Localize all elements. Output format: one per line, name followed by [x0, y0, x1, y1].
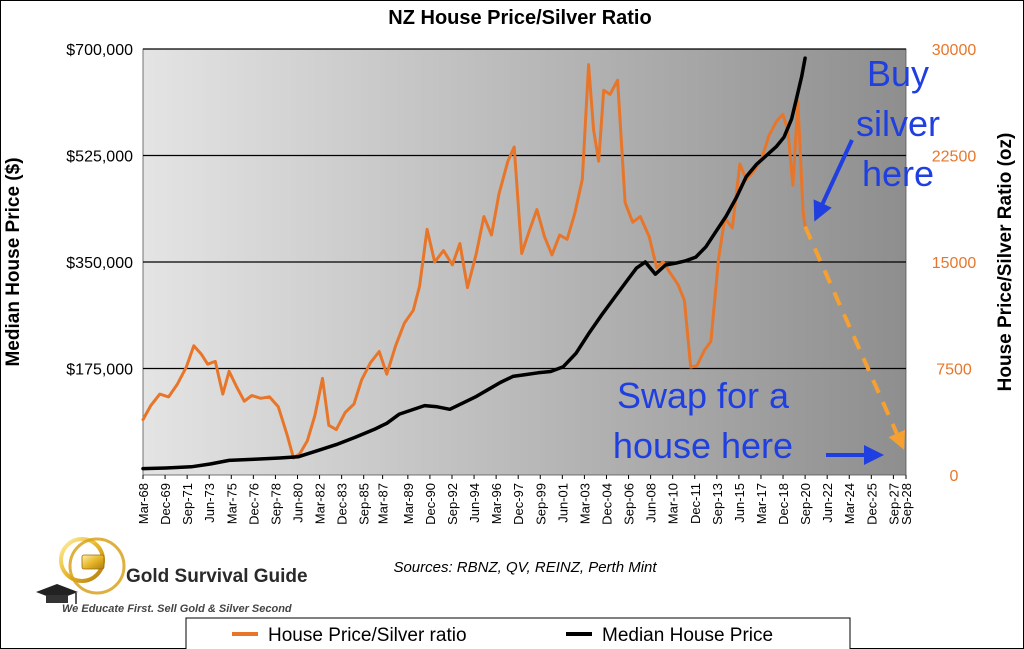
source-note: Sources: RBNZ, QV, REINZ, Perth Mint: [393, 559, 657, 576]
right-tick-label: 0: [950, 468, 959, 485]
x-tick-label: Sep-27: [886, 483, 901, 525]
annotation-buy-line-2: silver: [856, 103, 940, 144]
x-tick-label: Sep-06: [622, 483, 637, 525]
x-tick-label: Jun-80: [290, 483, 305, 523]
right-tick-label: 30000: [932, 42, 977, 59]
x-tick-label: Jun-22: [820, 483, 835, 523]
gold-bar-icon: [81, 554, 105, 570]
left-tick-label: $525,000: [66, 149, 133, 166]
legend-label-house-price: Median House Price: [602, 625, 773, 646]
x-tick-label: Mar-96: [489, 483, 504, 524]
x-tick-label: Dec-90: [423, 483, 438, 525]
x-tick-label: Mar-03: [577, 483, 592, 524]
x-tick-label: Dec-25: [864, 483, 879, 525]
legend: House Price/Silver ratio Median House Pr…: [185, 617, 851, 649]
x-tick-label: Sep-20: [798, 483, 813, 525]
x-tick-label: Mar-75: [224, 483, 239, 524]
x-tick-label: Jun-15: [732, 483, 747, 523]
x-axis-ticks: Mar-68 Dec-69 Sep-71 Jun-73 Mar-75 Dec-76 Sep-…: [136, 475, 914, 525]
x-tick-label: Mar-89: [401, 483, 416, 524]
median-house-price-line: [141, 56, 807, 471]
x-tick-label: Sep-71: [180, 483, 195, 525]
annotation-swap-line-1: Swap for a: [617, 375, 790, 416]
x-tick-label: Mar-10: [666, 483, 681, 524]
x-tick-label: Sep-78: [268, 483, 283, 525]
x-tick-label: Jun-73: [202, 483, 217, 523]
logo-name: Gold Survival Guide: [126, 566, 308, 587]
x-tick-label: Sep-28: [899, 483, 914, 525]
gold-survival-guide-logo: Gold Survival Guide We Educate First. Se…: [36, 537, 308, 615]
grid-lines: [143, 48, 906, 370]
x-tick-label: Jun-01: [555, 483, 570, 523]
legend-label-ratio: House Price/Silver ratio: [268, 625, 467, 646]
projection-dashed-arrow: [803, 225, 905, 450]
x-tick-label: Mar-68: [136, 483, 151, 524]
x-tick-label: Dec-97: [511, 483, 526, 525]
x-tick-label: Dec-83: [335, 483, 350, 525]
right-axis-ticks: 0 7500 15000 22500 30000: [932, 42, 977, 485]
x-tick-label: Sep-99: [533, 483, 548, 525]
buy-arrow: [813, 139, 854, 222]
right-axis-label: House Price/Silver Ratio (oz): [995, 133, 1016, 392]
right-tick-label: 22500: [932, 149, 977, 166]
x-tick-label: Mar-87: [376, 483, 391, 524]
legend-box: [185, 617, 851, 649]
graduation-cap-icon: [36, 584, 78, 604]
x-tick-label: Mar-82: [313, 483, 328, 524]
house-price-silver-ratio-line: [141, 63, 807, 460]
x-tick-label: Dec-69: [158, 483, 173, 525]
right-tick-label: 7500: [936, 362, 972, 379]
left-axis-ticks: $175,000 $350,000 $525,000 $700,000: [66, 42, 133, 379]
chart-title: NZ House Price/Silver Ratio: [388, 7, 651, 29]
x-tick-label: Sep-13: [710, 483, 725, 525]
annotation-swap-line-2: house here: [613, 425, 793, 466]
x-tick-label: Dec-11: [688, 483, 703, 524]
series-layer: [141, 56, 905, 471]
x-tick-label: Dec-18: [776, 483, 791, 525]
x-tick-label: Dec-76: [246, 483, 261, 525]
left-tick-label: $700,000: [66, 42, 133, 59]
x-tick-label: Sep-92: [445, 483, 460, 525]
x-tick-label: Jun-08: [644, 483, 659, 523]
left-tick-label: $175,000: [66, 362, 133, 379]
x-tick-label: Sep-85: [357, 483, 372, 525]
x-tick-label: Mar-24: [842, 483, 857, 524]
annotation-buy-line-3: here: [862, 153, 934, 194]
logo-tagline: We Educate First. Sell Gold & Silver Sec…: [62, 603, 292, 615]
x-tick-label: Mar-17: [754, 483, 769, 524]
x-tick-label: Dec-04: [599, 483, 614, 525]
right-tick-label: 15000: [932, 255, 977, 272]
annotation-buy-line-1: Buy: [867, 53, 929, 94]
left-tick-label: $350,000: [66, 255, 133, 272]
x-tick-label: Jun-94: [467, 483, 482, 523]
left-axis-label: Median House Price ($): [3, 157, 24, 366]
